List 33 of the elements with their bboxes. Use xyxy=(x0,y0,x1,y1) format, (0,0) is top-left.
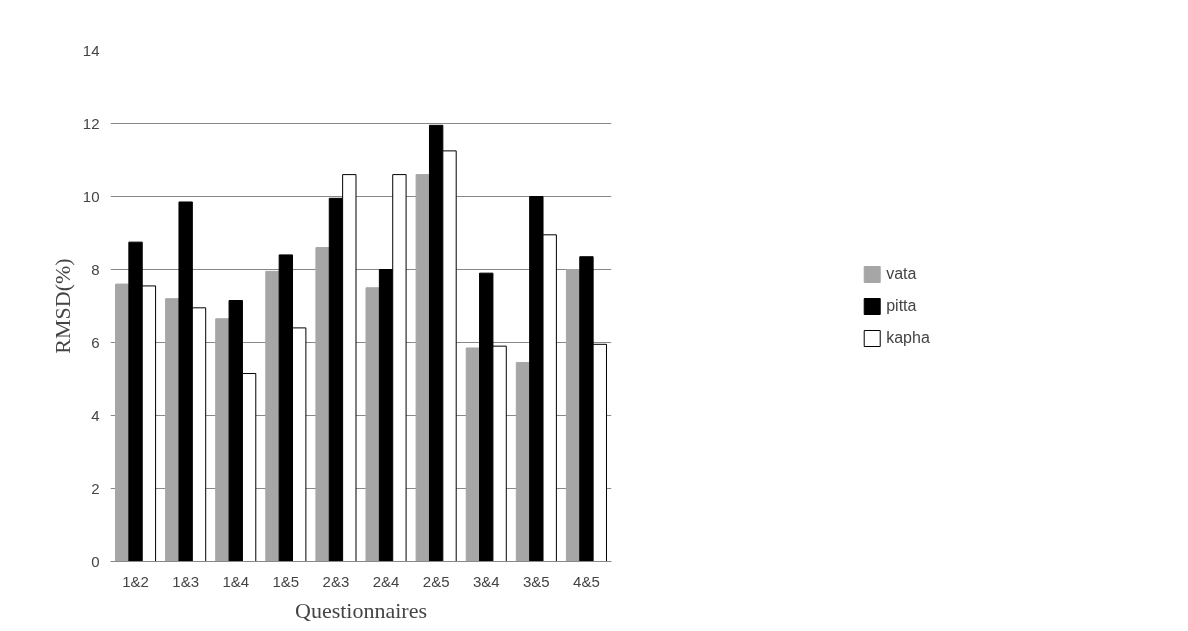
bar xyxy=(465,347,481,562)
y-tick-label: 14 xyxy=(82,41,100,59)
bar xyxy=(215,318,230,562)
bar xyxy=(565,269,581,562)
legend-label: pitta xyxy=(886,296,917,315)
x-tick-label: 3&4 xyxy=(472,572,500,590)
x-tick-label: 1&2 xyxy=(122,572,149,590)
x-tick-label: 2&4 xyxy=(372,572,400,590)
x-tick-label: 2&5 xyxy=(422,572,450,590)
bar xyxy=(165,298,180,562)
y-tick-label: 12 xyxy=(82,114,100,132)
bar xyxy=(315,247,330,562)
y-tick-label: 10 xyxy=(82,187,100,205)
bar xyxy=(115,283,130,562)
y-tick-label: 4 xyxy=(91,406,100,424)
x-tick-label: 1&5 xyxy=(272,572,300,590)
x-tick-label: 2&3 xyxy=(322,572,350,590)
bar xyxy=(515,362,531,562)
x-tick-label: 3&5 xyxy=(523,572,550,590)
legend-label: vata xyxy=(886,264,917,283)
x-tick-label: 4&5 xyxy=(573,572,600,590)
bar xyxy=(265,270,280,562)
legend-label: kapha xyxy=(886,328,930,347)
bar xyxy=(365,287,380,562)
bar xyxy=(415,174,430,562)
x-tick-label: 1&3 xyxy=(172,572,200,590)
y-tick-label: 6 xyxy=(91,333,100,351)
y-tick-label: 8 xyxy=(91,260,100,278)
x-axis-title: Questionnaires xyxy=(295,597,427,623)
x-tick-label: 1&4 xyxy=(222,572,250,590)
y-tick-label: 2 xyxy=(91,479,100,497)
y-axis-title: RMSD(%) xyxy=(49,258,75,354)
y-tick-label: 0 xyxy=(91,552,100,570)
